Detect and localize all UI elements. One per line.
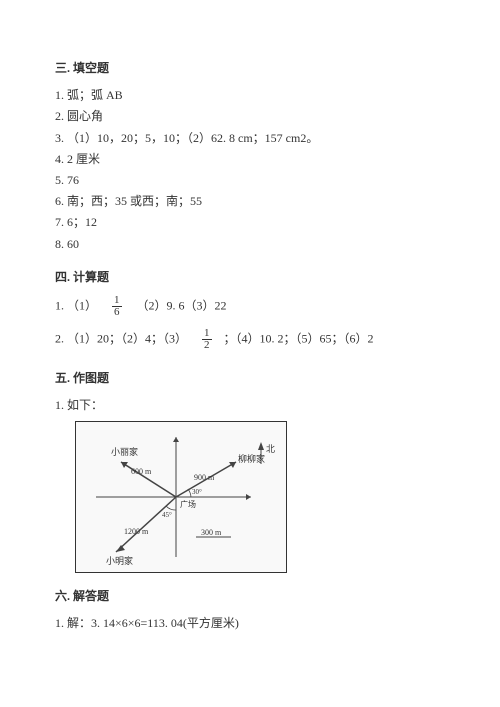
- s5-line-1: 1. 如下：: [55, 396, 445, 415]
- label-1200: 1200 m: [124, 527, 149, 536]
- label-900: 900 m: [194, 473, 215, 482]
- direction-diagram: 小丽家 600 m 柳柳家 900 m 30° 广场 45° 小明家 1200 …: [75, 421, 287, 573]
- label-xiaom: 小明家: [106, 555, 133, 566]
- section-3-title: 三. 填空题: [55, 59, 445, 78]
- s4-line-2: 2. （1）20；（2）4；（3） 1 2 ；（4）10. 2；（5）65；（6…: [55, 328, 445, 351]
- label-300: 300 m: [201, 528, 222, 537]
- label-600: 600 m: [131, 467, 152, 476]
- s4-l1-rest: （2）9. 6（3）22: [137, 298, 227, 312]
- frac-den: 2: [202, 340, 212, 351]
- diagram-svg: 小丽家 600 m 柳柳家 900 m 30° 广场 45° 小明家 1200 …: [76, 422, 286, 572]
- label-30: 30°: [192, 488, 202, 496]
- fraction-1-2: 1 2: [202, 328, 212, 351]
- s3-line-5: 5. 76: [55, 171, 445, 190]
- label-45: 45°: [162, 511, 172, 519]
- s3-line-8: 8. 60: [55, 235, 445, 254]
- s4-l1-prefix: 1. （1）: [55, 298, 97, 312]
- section-4-content: 1. （1） 1 6 （2）9. 6（3）22 2. （1）20；（2）4；（3…: [55, 295, 445, 351]
- s3-line-3: 3. （1）10，20；5，10；（2）62. 8 cm；157 cm2。: [55, 129, 445, 148]
- s3-line-1: 1. 弧；弧 AB: [55, 86, 445, 105]
- s4-l2-b: ；（4）10. 2；（5）65；（6）2: [224, 331, 374, 345]
- section-4-title: 四. 计算题: [55, 268, 445, 287]
- page: 三. 填空题 1. 弧；弧 AB 2. 圆心角 3. （1）10，20；5，10…: [0, 0, 500, 707]
- section-5-title: 五. 作图题: [55, 369, 445, 388]
- s3-line-4: 4. 2 厘米: [55, 150, 445, 169]
- frac-den: 6: [112, 307, 122, 318]
- s4-line-1: 1. （1） 1 6 （2）9. 6（3）22: [55, 295, 445, 318]
- section-3-content: 1. 弧；弧 AB 2. 圆心角 3. （1）10，20；5，10；（2）62.…: [55, 86, 445, 254]
- fraction-1-6: 1 6: [112, 295, 122, 318]
- label-xiaoli: 小丽家: [111, 446, 138, 457]
- section-6-title: 六. 解答题: [55, 587, 445, 606]
- label-guang: 广场: [180, 499, 196, 509]
- label-north: 北: [266, 444, 275, 454]
- label-liu: 柳柳家: [238, 453, 265, 464]
- s3-line-7: 7. 6；12: [55, 213, 445, 232]
- s4-l2-a: 2. （1）20；（2）4；（3）: [55, 331, 187, 345]
- s3-line-2: 2. 圆心角: [55, 107, 445, 126]
- s6-line-1: 1. 解：3. 14×6×6=113. 04(平方厘米): [55, 614, 445, 633]
- s3-line-6: 6. 南；西；35 或西；南；55: [55, 192, 445, 211]
